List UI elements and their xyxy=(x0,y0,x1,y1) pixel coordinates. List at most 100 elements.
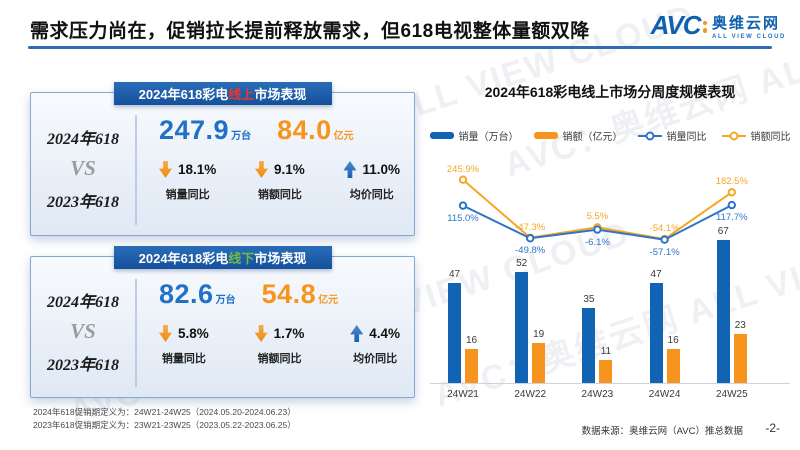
orange-line-swatch-icon xyxy=(721,134,746,137)
online-price-yoy-value: 11.0% xyxy=(362,162,400,177)
offline-market-panel: 2024年618彩电 线下 市场表现 2024年618 VS 2023年618 82… xyxy=(30,246,415,398)
offline-year-2024: 2024年618 xyxy=(46,293,119,311)
online-amount-yoy-stat: 9.1% 销额同比 xyxy=(254,161,305,202)
x-axis-label: 24W25 xyxy=(715,389,748,400)
online-price-yoy-stat: 11.0% 均价同比 xyxy=(343,161,400,202)
online-panel-header: 2024年618彩电 线上 市场表现 xyxy=(113,82,332,105)
volume-yoy-label: -6.1% xyxy=(584,236,610,248)
volume-bar xyxy=(716,240,730,383)
title-divider xyxy=(28,46,772,49)
footnotes: 2024年618促销期定义为：24W21-24W25（2024.05.20-20… xyxy=(33,406,296,432)
volume-bar-label: 47 xyxy=(650,268,662,280)
up-arrow-icon xyxy=(343,161,357,178)
online-volume-yoy-label: 销量同比 xyxy=(165,189,210,201)
amount-bar-label: 23 xyxy=(734,320,746,331)
online-volume-value: 247.9 万台 xyxy=(159,117,251,144)
online-volume-number: 247.9 xyxy=(159,115,230,145)
online-amount-yoy-value: 9.1% xyxy=(273,162,305,177)
volume-bar-label: 35 xyxy=(583,294,595,306)
offline-volume-unit: 万台 xyxy=(215,295,236,306)
offline-volume-yoy-label: 销量同比 xyxy=(161,353,206,365)
amount-bar xyxy=(733,334,747,383)
page-number: -2- xyxy=(765,421,780,435)
offline-volume-value: 82.6 万台 xyxy=(159,281,236,308)
legend-label: 销量同比 xyxy=(666,132,707,143)
avc-logo-tagline: ALL VIEW CLOUD xyxy=(712,33,786,40)
volume-bar xyxy=(649,282,663,383)
amount-yoy-label: 182.5% xyxy=(715,176,748,188)
down-arrow-icon xyxy=(254,161,268,178)
online-amount-yoy-label: 销额同比 xyxy=(257,189,302,201)
x-axis-label: 24W24 xyxy=(648,389,681,400)
chart-plot: 47 16 24W21 245.9% 115.0% 52 19 24W22 -47.3% -49.… xyxy=(430,145,790,403)
legend-item-volume-yoy-line: 销量同比 xyxy=(637,128,707,143)
legend-label: 销量（万台） xyxy=(458,132,519,143)
weekly-scale-chart: 2024年618彩电线上市场分周度规模表现 销量（万台） 销额（亿元） 销量同比… xyxy=(428,70,792,405)
amount-bar-label: 11 xyxy=(600,345,612,357)
offline-panel-header: 2024年618彩电 线下 市场表现 xyxy=(113,246,332,269)
online-volume-unit: 万台 xyxy=(231,131,252,142)
online-volume-yoy-stat: 18.1% 销量同比 xyxy=(159,161,216,202)
offline-panel-divider xyxy=(135,279,137,387)
footnote-2023: 2023年618促销期定义为：23W21-23W25（2023.05.22-20… xyxy=(33,420,296,430)
amount-bar-label: 16 xyxy=(667,334,679,346)
chart-legend: 销量（万台） 销额（亿元） 销量同比 销额同比 xyxy=(428,128,792,143)
footnote-2024: 2024年618促销期定义为：24W21-24W25（2024.05.20-20… xyxy=(33,407,296,417)
amount-bar xyxy=(599,359,613,383)
offline-amount-yoy-label: 销额同比 xyxy=(257,353,302,365)
offline-year-2023: 2023年618 xyxy=(46,356,119,374)
amount-yoy-label: 5.5% xyxy=(586,211,609,223)
x-axis-label: 24W23 xyxy=(581,389,614,400)
amount-bar-label: 19 xyxy=(533,328,545,340)
legend-item-amount-bar: 销额（亿元） xyxy=(533,128,623,143)
avc-logo: AVC 奥维云网 ALL VIEW CLOUD xyxy=(651,10,786,41)
amount-bar xyxy=(532,342,546,383)
offline-amount-value: 54.8 亿元 xyxy=(262,281,339,308)
online-price-yoy-label: 均价同比 xyxy=(349,189,394,201)
avc-logo-name: 奥维云网 xyxy=(712,14,781,32)
online-year-2023: 2023年618 xyxy=(46,193,119,211)
offline-volume-yoy-stat: 5.8% 销量同比 xyxy=(159,325,209,366)
x-axis-line xyxy=(430,383,790,384)
volume-bar-label: 47 xyxy=(448,268,461,280)
volume-yoy-label: -57.1% xyxy=(649,246,680,258)
avc-logo-abbr: AVC xyxy=(650,10,702,40)
offline-amount-yoy-value: 1.7% xyxy=(273,326,305,341)
down-arrow-icon xyxy=(159,325,172,342)
legend-item-amount-yoy-line: 销额同比 xyxy=(721,128,791,143)
offline-amount-yoy-stat: 1.7% 销额同比 xyxy=(254,325,305,366)
offline-amount-number: 54.8 xyxy=(261,279,317,309)
x-axis-label: 24W22 xyxy=(514,389,547,400)
online-amount-number: 84.0 xyxy=(277,115,332,145)
volume-bar-label: 67 xyxy=(717,226,729,238)
chart-title: 2024年618彩电线上市场分周度规模表现 xyxy=(484,84,736,100)
volume-bar-label: 52 xyxy=(516,258,528,270)
amount-bar xyxy=(465,348,478,383)
x-axis-label: 24W21 xyxy=(447,389,479,400)
orange-bar-swatch-icon xyxy=(533,132,558,139)
online-market-panel: 2024年618彩电 线上 市场表现 2024年618 VS 2023年618 24… xyxy=(30,82,415,236)
online-header-suffix: 市场表现 xyxy=(254,87,307,102)
blue-line-swatch-icon xyxy=(637,134,662,137)
page-title: 需求压力尚在，促销拉长提前释放需求，但618电视整体量额双降 xyxy=(30,21,590,42)
online-volume-yoy-value: 18.1% xyxy=(178,162,217,177)
offline-header-channel: 线下 xyxy=(228,251,255,266)
down-arrow-icon xyxy=(254,325,268,342)
volume-bar xyxy=(582,308,596,383)
amount-bar xyxy=(666,348,680,383)
online-amount-value: 84.0 亿元 xyxy=(277,117,354,144)
offline-price-yoy-label: 均价同比 xyxy=(353,353,398,365)
online-panel-divider xyxy=(135,115,137,225)
offline-header-prefix: 2024年618彩电 xyxy=(138,251,229,266)
online-header-prefix: 2024年618彩电 xyxy=(138,87,229,102)
online-vs-label: VS xyxy=(70,155,96,180)
online-year-2024: 2024年618 xyxy=(46,130,119,148)
offline-header-suffix: 市场表现 xyxy=(254,251,307,266)
offline-price-yoy-stat: 4.4% 均价同比 xyxy=(350,325,400,366)
volume-bar xyxy=(515,272,529,383)
offline-vs-label: VS xyxy=(70,318,96,343)
legend-item-volume-bar: 销量（万台） xyxy=(429,128,519,143)
amount-yoy-label: 245.9% xyxy=(446,163,480,175)
offline-volume-number: 82.6 xyxy=(159,279,214,309)
amount-yoy-label: -47.3% xyxy=(515,221,546,233)
